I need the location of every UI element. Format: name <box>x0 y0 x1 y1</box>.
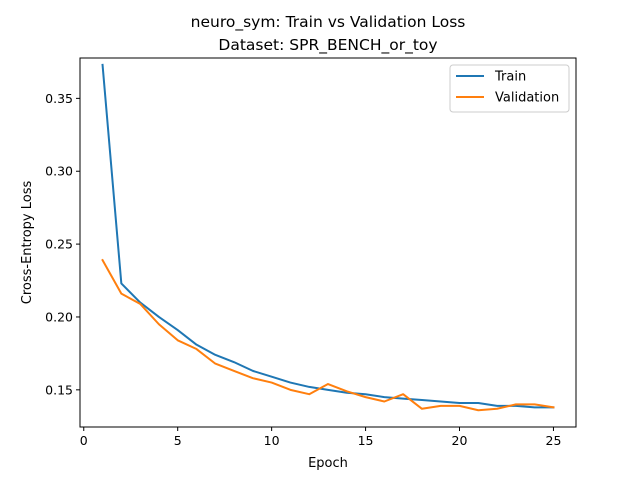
y-tick-label: 0.30 <box>45 164 73 179</box>
x-tick-label: 25 <box>546 433 562 448</box>
x-axis-label: Epoch <box>308 456 348 471</box>
x-tick-label: 15 <box>358 433 374 448</box>
plot-frame <box>79 57 577 428</box>
plot-layer <box>101 63 555 412</box>
y-axis-ticks: 0.15 0.20 0.25 0.30 0.35 <box>45 91 80 397</box>
y-tick-label: 0.25 <box>45 237 73 252</box>
x-tick-label: 0 <box>80 433 88 448</box>
y-tick-label: 0.35 <box>45 91 73 106</box>
legend-validation-label: Validation <box>495 91 559 106</box>
series-line-train <box>101 63 555 409</box>
series-line-validation <box>101 258 555 412</box>
x-tick-label: 20 <box>452 433 468 448</box>
chart-subtitle: Dataset: SPR_BENCH_or_toy <box>218 36 437 55</box>
x-axis-ticks: 0 5 10 15 20 25 <box>80 427 562 448</box>
x-tick-label: 10 <box>264 433 280 448</box>
y-axis-label: Cross-Entropy Loss <box>20 181 35 305</box>
y-tick-label: 0.15 <box>45 382 73 397</box>
y-tick-label: 0.20 <box>45 309 73 324</box>
legend: Train Validation <box>449 64 570 113</box>
chart-title: neuro_sym: Train vs Validation Loss <box>191 13 466 32</box>
legend-train-label: Train <box>494 70 526 85</box>
x-tick-label: 5 <box>174 433 182 448</box>
